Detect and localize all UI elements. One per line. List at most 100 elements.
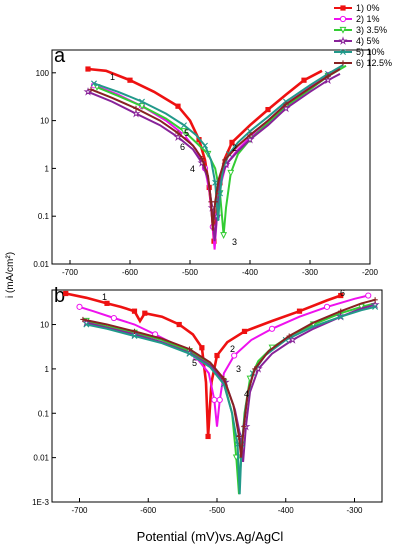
- data-point: [252, 366, 258, 372]
- y-axis-label: i (mA/cm²): [5, 252, 16, 298]
- data-point: [133, 105, 139, 112]
- data-point: [372, 303, 379, 310]
- series-3-3-5-: [93, 64, 347, 239]
- legend-marker: [338, 36, 348, 45]
- data-point: [268, 325, 276, 332]
- data-point: [110, 314, 117, 322]
- data-point: [211, 396, 218, 404]
- data-point: [197, 158, 207, 167]
- series-line: [86, 305, 376, 495]
- curve-label: 4: [244, 389, 249, 399]
- data-point: [80, 316, 86, 323]
- legend: 1) 0%2) 1%3) 3.5%4) 5%5) 10%6) 12.5%: [334, 3, 392, 68]
- data-point: [180, 128, 188, 135]
- data-point: [325, 73, 331, 79]
- data-point: [138, 103, 146, 110]
- series-6-12-5-: [88, 68, 341, 231]
- series-2-1-: [76, 292, 372, 427]
- y-tick-label: 0.1: [38, 409, 50, 418]
- y-tick-label: 10: [40, 117, 49, 126]
- data-point: [131, 308, 138, 314]
- data-point: [296, 308, 303, 314]
- legend-label: 6) 12.5%: [356, 58, 392, 68]
- data-point: [131, 333, 138, 340]
- data-point: [88, 86, 94, 92]
- x-tick-label: -300: [346, 506, 363, 515]
- legend-label: 1) 0%: [356, 3, 380, 13]
- data-point: [338, 308, 344, 314]
- curve-label: 6: [180, 142, 185, 152]
- data-point: [227, 169, 235, 177]
- data-point: [372, 297, 378, 303]
- data-point: [222, 157, 228, 163]
- panel-b-frame: [51, 289, 383, 503]
- data-point: [202, 142, 208, 149]
- data-point: [127, 77, 133, 83]
- data-point: [83, 87, 93, 96]
- curve-label: 5: [192, 358, 197, 368]
- data-point: [370, 299, 380, 309]
- data-point: [91, 80, 97, 87]
- x-tick-label: -500: [182, 268, 199, 277]
- data-point: [365, 292, 372, 299]
- data-point: [286, 333, 292, 339]
- y-tick-label: 10: [40, 321, 49, 330]
- series-line: [86, 303, 376, 463]
- x-tick-label: -200: [362, 268, 379, 277]
- data-point: [323, 303, 331, 310]
- panel-b: b -700 -600 -500 -400 -300 1E-3 0.01 0.1 1 10 1 23…: [32, 285, 383, 515]
- data-point: [199, 156, 205, 162]
- legend-marker: [340, 49, 346, 55]
- y-tick-label: 1E-3: [32, 498, 49, 507]
- curve-label: 3: [236, 364, 241, 374]
- data-point: [131, 108, 141, 118]
- legend-entry: 4) 5%: [334, 36, 380, 46]
- legend-marker: [340, 60, 346, 66]
- series-line: [93, 64, 344, 221]
- legend-entry: 5) 10%: [334, 47, 385, 57]
- data-point: [214, 352, 220, 359]
- data-point: [212, 199, 218, 205]
- data-point: [301, 77, 307, 83]
- data-point: [323, 75, 333, 85]
- data-point: [229, 139, 235, 145]
- data-point: [241, 424, 247, 430]
- panel-b-series: [63, 290, 380, 495]
- y-tick-label: 0.01: [33, 454, 49, 463]
- legend-label: 3) 3.5%: [356, 25, 387, 35]
- legend-entry: 6) 12.5%: [334, 58, 392, 68]
- series-6-12-5-: [80, 297, 378, 458]
- panel-a-letter: a: [54, 45, 66, 67]
- data-point: [104, 300, 110, 306]
- panel-b-ticks: -700 -600 -500 -400 -300 1E-3 0.01 0.1 1 10: [32, 321, 363, 515]
- data-point: [175, 103, 181, 109]
- curve-label: 2: [232, 143, 237, 153]
- data-point: [173, 132, 183, 142]
- legend-label: 4) 5%: [356, 36, 380, 46]
- panel-a-series: [83, 64, 347, 250]
- x-tick-label: -400: [242, 268, 259, 277]
- y-tick-label: 100: [36, 69, 50, 78]
- data-point: [288, 335, 298, 344]
- data-point: [83, 321, 90, 328]
- panel-a-ticks: -700 -600 -500 -400 -300 -200 0.01 0.1 1 10 100: [33, 69, 378, 277]
- legend-entry: 3) 3.5%: [334, 25, 387, 35]
- panel-b-letter: b: [54, 285, 65, 307]
- y-tick-label: 0.1: [38, 212, 50, 221]
- legend-marker: [339, 15, 347, 23]
- data-point: [186, 350, 193, 357]
- series-5-10-: [91, 64, 344, 221]
- data-point: [337, 313, 344, 320]
- legend-marker: [339, 26, 347, 34]
- data-point: [85, 66, 91, 72]
- data-point: [217, 190, 223, 197]
- data-point: [216, 396, 223, 404]
- x-tick-label: -400: [278, 506, 295, 515]
- data-point: [186, 346, 193, 352]
- data-point: [220, 232, 228, 239]
- series-line: [96, 64, 347, 236]
- data-point: [139, 98, 145, 105]
- data-point: [142, 310, 148, 316]
